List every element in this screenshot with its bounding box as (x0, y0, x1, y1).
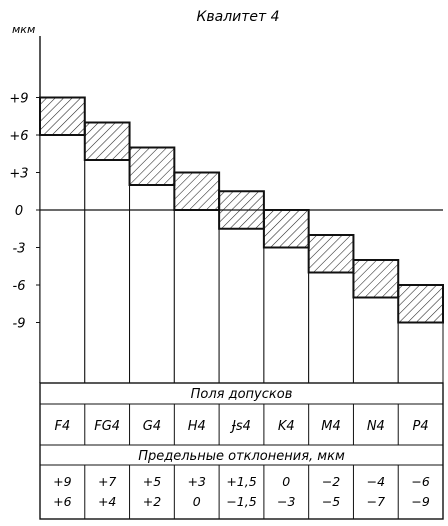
tolerance-field-label: P4 (413, 419, 429, 434)
y-tick-label: -9 (13, 317, 26, 332)
column-bar-n4 (352, 297, 399, 384)
lower-deviation-label: +4 (98, 494, 116, 509)
upper-deviation-label: −4 (367, 474, 385, 489)
lower-deviation-label: −7 (367, 494, 385, 509)
tolerance-field-label: F4 (55, 419, 71, 434)
tolerance-zone-fg4 (83, 121, 131, 161)
lower-deviation-label: −3 (277, 494, 295, 509)
tolerance-zone-f4 (39, 96, 86, 136)
plot-area (36, 36, 445, 384)
tolerance-zone-n4 (352, 259, 400, 299)
upper-deviation-label: +5 (143, 474, 161, 489)
lower-deviation-label: −9 (411, 494, 429, 509)
table-header-fields: Поля допусков (191, 387, 293, 402)
tolerance-field-label: N4 (367, 419, 385, 434)
y-tick-label: 0 (15, 204, 23, 219)
column-bar-h4 (173, 209, 220, 384)
lower-deviation-label: +6 (53, 494, 71, 509)
upper-deviation-label: +7 (98, 474, 116, 489)
tolerance-field-label: H4 (188, 419, 206, 434)
tolerance-field-label: FG4 (94, 419, 120, 434)
column-bar-fg4 (84, 159, 131, 384)
column-bar-p4 (397, 322, 444, 384)
upper-deviation-label: 0 (282, 474, 290, 489)
tolerance-zone-g4 (128, 146, 176, 186)
column-bar-k4 (263, 247, 310, 384)
tolerance-zone-h4 (173, 171, 221, 211)
tolerance-zone-m4 (307, 234, 355, 274)
upper-deviation-label: +3 (188, 474, 206, 489)
y-tick-label: -6 (13, 279, 26, 294)
tolerance-table: Поля допусков Предельные отклонения, мкм F… (39, 382, 444, 520)
column-bar-m4 (308, 272, 354, 384)
y-tick-label: +6 (9, 129, 28, 144)
upper-deviation-label: +1,5 (226, 474, 256, 489)
upper-deviation-label: +9 (53, 474, 71, 489)
upper-deviation-label: −6 (411, 474, 429, 489)
lower-deviation-label: 0 (193, 494, 201, 509)
tolerance-field-label: M4 (321, 419, 341, 434)
column-bar-g4 (129, 184, 175, 384)
y-tick-label: +9 (9, 92, 28, 107)
chart-labels: Квалитет 4 мкм +9 +6 +3 0 -3 -6 -9 (9, 9, 279, 332)
lower-deviation-label: −5 (322, 494, 340, 509)
tolerance-field-label: K4 (278, 419, 295, 434)
lower-deviation-label: +2 (143, 494, 161, 509)
upper-deviation-label: −2 (322, 474, 340, 489)
y-tick-label: +3 (9, 167, 28, 182)
column-bar-f4 (39, 134, 86, 384)
tolerance-field-label: Ɉs4 (229, 419, 251, 434)
table-border (39, 382, 444, 520)
tolerance-zone-k4 (262, 209, 310, 249)
tolerance-field-label: G4 (143, 419, 161, 434)
column-bar-js4 (218, 228, 265, 384)
chart-title: Квалитет 4 (196, 9, 279, 25)
tolerance-zone-p4 (397, 284, 445, 324)
y-axis-unit: мкм (12, 23, 35, 36)
lower-deviation-label: −1,5 (226, 494, 256, 509)
y-tick-label: -3 (13, 242, 26, 257)
table-header-deviations: Предельные отклонения, мкм (138, 449, 345, 464)
